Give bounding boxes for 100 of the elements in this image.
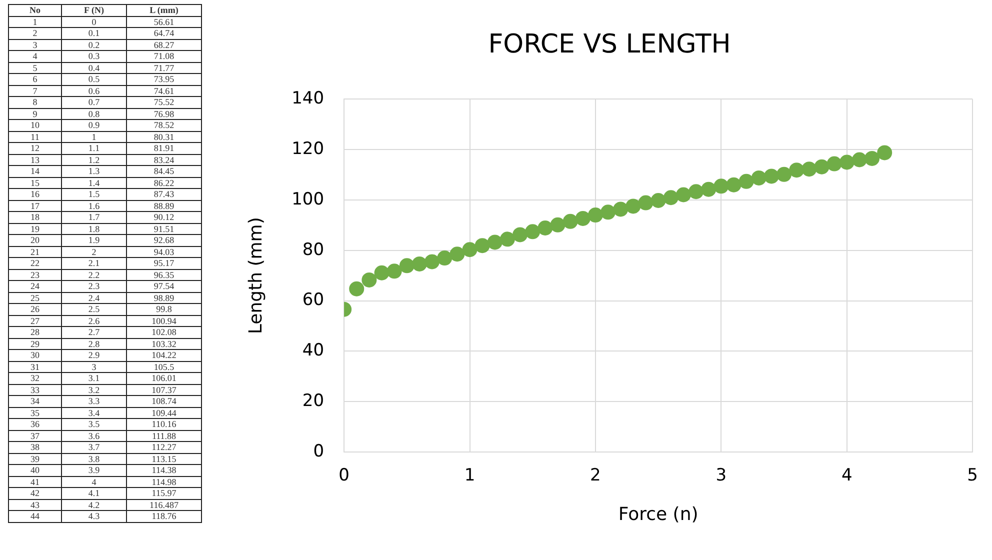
text: 83.24: [126, 154, 202, 166]
text: 112.27: [126, 442, 202, 453]
text: 3: [62, 361, 126, 372]
x-tick-label: 3: [716, 466, 727, 486]
text: 14: [8, 166, 62, 177]
text: 0.1: [62, 28, 126, 39]
text: 81.91: [126, 142, 202, 154]
x-axis-title: Force (n): [618, 504, 698, 525]
text: 3.1: [62, 372, 126, 384]
text: 0.5: [62, 74, 126, 85]
text: 17: [8, 200, 62, 212]
text: 115.97: [126, 488, 202, 499]
text: 102.08: [126, 326, 202, 338]
text: 28: [8, 326, 62, 338]
point: [802, 162, 817, 177]
text: 23: [8, 269, 62, 280]
text: 3.8: [62, 453, 126, 464]
text: 56.61: [126, 16, 202, 28]
point: [638, 195, 654, 210]
point: [424, 254, 440, 270]
text: 107.37: [126, 384, 202, 396]
point: [650, 193, 666, 208]
text: 15: [8, 177, 62, 188]
point: [562, 214, 578, 229]
text: 0.8: [62, 108, 126, 120]
text: 38: [8, 442, 62, 453]
text: 3: [8, 39, 62, 50]
point: [437, 250, 452, 266]
text: 12: [8, 142, 62, 154]
point: [450, 246, 465, 262]
text: 43: [8, 499, 62, 510]
text: 2.2: [62, 269, 126, 280]
text: 74.61: [126, 85, 202, 96]
text: 4.1: [62, 488, 126, 499]
text: 34: [8, 396, 62, 407]
text: 91.51: [126, 223, 202, 234]
x-tick-label: 1: [464, 466, 476, 486]
text: 6: [8, 74, 62, 85]
point: [500, 232, 515, 247]
text: 3.3: [62, 396, 126, 407]
text: 76.98: [126, 108, 202, 120]
text: 96.35: [126, 269, 202, 280]
text: 94.03: [126, 246, 202, 258]
text: 71.77: [126, 62, 202, 74]
y-tick-label: 40: [302, 340, 324, 361]
text: 4: [8, 50, 62, 62]
point: [764, 168, 779, 184]
point: [550, 217, 566, 232]
point: [814, 159, 830, 174]
text: 1: [8, 16, 62, 28]
text: 18: [8, 212, 62, 223]
text: 109.44: [126, 407, 202, 418]
text: 41: [8, 476, 62, 488]
text: 39: [8, 453, 62, 464]
y-tick-label: 100: [292, 189, 324, 210]
text: 1.7: [62, 212, 126, 223]
point: [852, 152, 867, 168]
text: 0.6: [62, 85, 126, 96]
point: [349, 281, 364, 296]
point: [399, 258, 414, 274]
text: 27: [8, 315, 62, 326]
text: 20: [8, 234, 62, 246]
y-axis-title: Length (mm): [245, 217, 266, 334]
point: [839, 154, 854, 170]
text: 98.89: [126, 292, 202, 304]
x-tick-label: 4: [841, 466, 852, 486]
point: [776, 166, 792, 182]
point: [751, 170, 766, 186]
text: 2.8: [62, 338, 126, 350]
chart-title: FORCE VS LENGTH: [488, 29, 731, 60]
point: [714, 178, 729, 194]
x-tick-label: 5: [967, 466, 978, 486]
text: 2: [62, 246, 126, 258]
text: 2.6: [62, 315, 126, 326]
text: 2.3: [62, 280, 126, 292]
point: [575, 210, 590, 226]
text: 21: [8, 246, 62, 258]
point: [688, 184, 704, 200]
text: 110.16: [126, 418, 202, 430]
point: [789, 162, 804, 178]
text: 9: [8, 108, 62, 120]
text: 95.17: [126, 258, 202, 269]
point: [386, 264, 402, 279]
text: 75.52: [126, 96, 202, 108]
text: 88.89: [126, 200, 202, 212]
text: 111.88: [126, 430, 202, 442]
text: 2.7: [62, 326, 126, 338]
point: [613, 202, 628, 217]
text: 24: [8, 280, 62, 292]
point: [362, 272, 377, 288]
text: L (mm): [126, 4, 202, 16]
point: [676, 187, 691, 202]
text: F (N): [62, 4, 126, 16]
text: 3.6: [62, 430, 126, 442]
text: 3.5: [62, 418, 126, 430]
y-tick-label: 20: [302, 391, 324, 412]
point: [588, 208, 603, 223]
text: 1.5: [62, 188, 126, 200]
point: [663, 190, 678, 206]
text: 64.74: [126, 28, 202, 39]
